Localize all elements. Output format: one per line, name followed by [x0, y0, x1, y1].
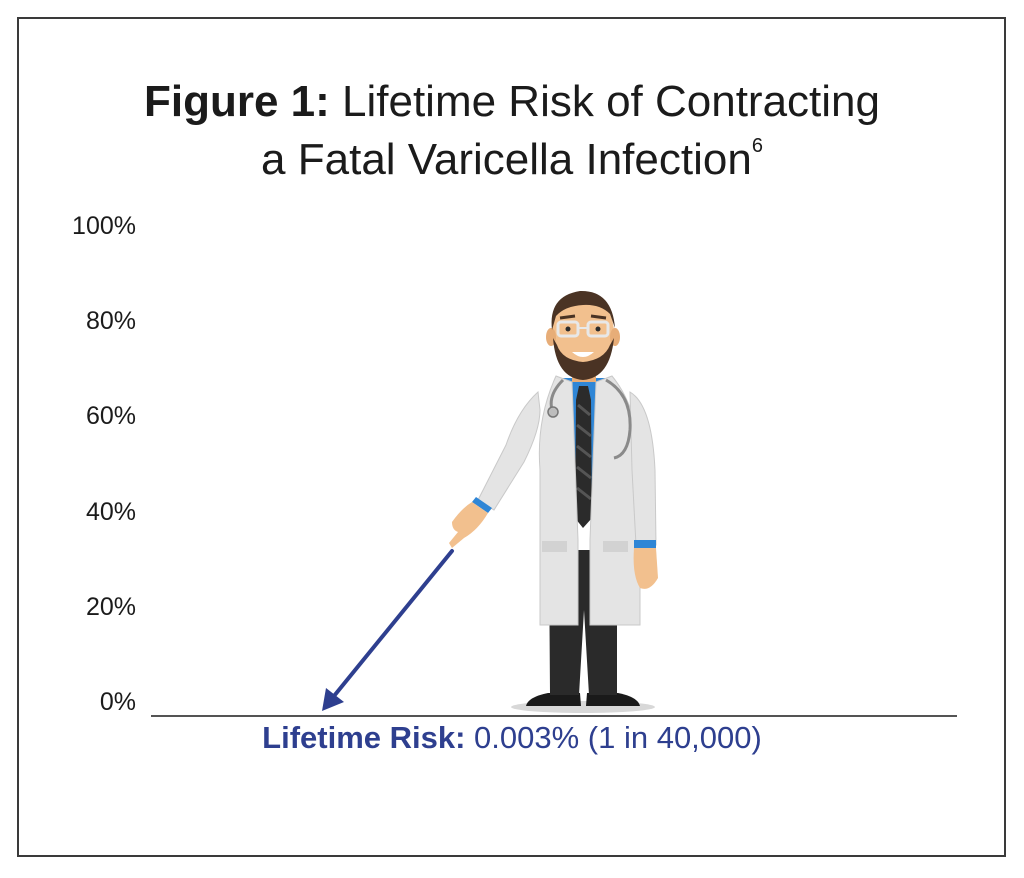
chart-title-line1: Figure 1: Lifetime Risk of Contracting: [0, 76, 1024, 128]
title-text-line1: Lifetime Risk of Contracting: [329, 77, 880, 126]
y-tick-label: 0%: [99, 688, 136, 716]
doctor-pointing-icon: [449, 290, 658, 713]
y-tick-label: 100%: [72, 212, 136, 240]
title-text-line2: a Fatal Varicella Infection: [261, 135, 752, 184]
chart-title-line2: a Fatal Varicella Infection6: [0, 134, 1024, 186]
citation-superscript: 6: [751, 135, 763, 157]
figure-number: Figure 1:: [143, 77, 330, 126]
y-tick-label: 80%: [85, 307, 136, 336]
y-tick-label: 20%: [85, 592, 136, 621]
lifetime-risk-annotation: Lifetime Risk: 0.003% (1 in 40,000): [0, 718, 1024, 758]
lifetime-risk-value: 0.003% (1 in 40,000): [465, 720, 762, 755]
lifetime-risk-label: Lifetime Risk:: [262, 720, 466, 755]
pointer-arrow: [322, 549, 454, 711]
y-tick-label: 60%: [85, 402, 136, 431]
y-tick-label: 40%: [85, 497, 136, 526]
